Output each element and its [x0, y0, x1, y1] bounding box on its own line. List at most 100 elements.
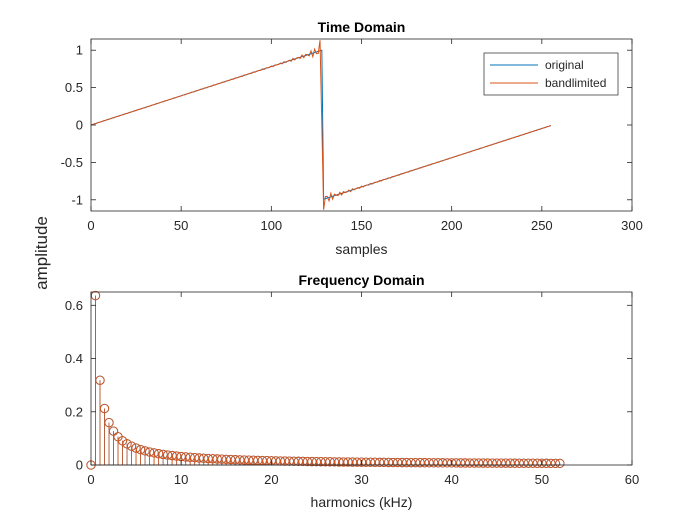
shared-ylabel: amplitude — [32, 216, 51, 290]
stem-marker — [379, 457, 389, 468]
stem-marker — [514, 458, 524, 468]
stem-marker — [95, 375, 105, 385]
stem-marker — [140, 446, 150, 456]
stem-marker — [230, 455, 240, 465]
stem-marker — [415, 458, 425, 468]
stem-marker — [226, 454, 236, 465]
time-domain-ytick-label: -0.5 — [61, 155, 83, 170]
legend-label-bandlimited: bandlimited — [545, 76, 606, 90]
time-domain-xtick-label: 200 — [441, 218, 463, 233]
frequency-domain-xtick-label: 60 — [625, 472, 639, 487]
stem-marker — [550, 458, 561, 469]
stem-marker — [311, 456, 322, 467]
stem-marker — [131, 443, 141, 453]
stem-marker — [135, 444, 146, 455]
frequency-domain-xtick-label: 10 — [174, 472, 188, 487]
time-domain-axes: Time Domain 0 50 100 150 200 250 300 -1 -0.5 0 0.5… — [61, 19, 643, 257]
stem-marker — [392, 457, 403, 468]
time-domain-ytick-label: -1 — [71, 192, 83, 207]
stem-marker — [117, 436, 128, 446]
frequency-domain-ytick-label: 0.2 — [65, 404, 83, 419]
stem-marker — [519, 458, 529, 468]
stem-marker — [172, 451, 182, 461]
stem-marker — [483, 458, 493, 468]
stem-marker — [496, 458, 506, 468]
time-domain-ytick-label: 0.5 — [65, 80, 83, 95]
stem-marker — [465, 458, 475, 468]
time-domain-ticks: 0 50 100 150 200 250 300 -1 -0.5 0 0.5 1 — [61, 39, 643, 233]
time-domain-marks — [90, 40, 552, 210]
stem-marker — [122, 439, 132, 449]
stem-marker — [343, 457, 353, 467]
stem-marker — [474, 458, 484, 468]
stem-marker — [167, 450, 177, 461]
stem-marker — [406, 457, 416, 468]
stem-marker — [208, 454, 218, 464]
stem-marker — [144, 447, 155, 457]
stem-marker — [235, 455, 245, 465]
stem-marker — [329, 457, 340, 467]
stem-marker — [289, 456, 299, 466]
stem-marker — [307, 456, 317, 467]
stem-marker — [199, 453, 209, 463]
stem-marker — [334, 457, 344, 467]
legend-label-original: original — [545, 58, 584, 72]
frequency-domain-ytick-label: 0 — [76, 458, 83, 473]
stem-marker — [149, 448, 159, 458]
stem-marker — [248, 455, 258, 465]
stem-marker — [428, 458, 439, 468]
stem-marker — [374, 457, 385, 468]
stem-marker — [447, 458, 457, 468]
frequency-domain-axes-box — [90, 291, 633, 466]
time-domain-xtick-label: 50 — [174, 218, 188, 233]
frequency-domain-xtick-label: 40 — [444, 472, 458, 487]
stem-marker — [244, 455, 254, 465]
stem-marker — [383, 457, 394, 468]
stem-marker — [410, 457, 421, 468]
frequency-domain-ytick-label: 0.6 — [65, 298, 83, 313]
time-domain-ytick-label: 0 — [76, 118, 83, 133]
stem-marker — [424, 458, 434, 468]
stem-marker — [203, 453, 213, 464]
time-domain-xtick-label: 0 — [87, 218, 94, 233]
time-domain-axes-box — [90, 38, 633, 212]
stem-marker — [316, 457, 326, 467]
time-domain-legend: original bandlimited — [483, 52, 619, 96]
stem-marker — [221, 454, 231, 465]
stem-marker — [397, 457, 407, 468]
frequency-domain-xtick-label: 50 — [535, 472, 549, 487]
stem-marker — [239, 455, 249, 465]
stem-marker — [104, 417, 114, 428]
stem-marker — [437, 458, 448, 468]
stem-marker — [347, 457, 358, 467]
stem-marker — [510, 458, 520, 468]
stem-marker — [158, 449, 168, 460]
frequency-domain-axes: Frequency Domain 0 10 20 30 40 50 60 0 0.2 0.4 0.6… — [65, 272, 639, 510]
time-domain-xtick-label: 300 — [621, 218, 643, 233]
stem-marker — [162, 450, 173, 460]
stem-marker — [419, 458, 430, 468]
time-domain-xtick-label: 150 — [351, 218, 373, 233]
stem-marker — [456, 458, 466, 468]
stem-marker — [181, 452, 191, 462]
stem-marker — [478, 458, 488, 468]
stem-marker — [217, 454, 227, 464]
stem-marker — [325, 457, 335, 467]
frequency-domain-xtick-label: 20 — [264, 472, 278, 487]
stem-marker — [338, 457, 349, 467]
frequency-domain-ytick-label: 0.4 — [65, 351, 83, 366]
stem-marker — [298, 456, 308, 467]
time-domain-xtick-label: 100 — [260, 218, 282, 233]
stem-marker — [370, 457, 380, 467]
stem-marker — [99, 403, 110, 414]
legend-box — [483, 52, 619, 96]
stem-marker — [320, 457, 331, 467]
time-domain-xtick-label: 250 — [531, 218, 553, 233]
stem-marker — [546, 458, 556, 468]
stem-marker — [293, 456, 304, 466]
stem-marker — [302, 456, 313, 467]
time-domain-ytick-label: 1 — [76, 43, 83, 58]
series-line-bandlimited — [90, 40, 552, 210]
frequency-domain-ticks: 0 10 20 30 40 50 60 0 0.2 0.4 0.6 — [65, 292, 639, 487]
time-domain-xlabel: samples — [335, 241, 387, 257]
